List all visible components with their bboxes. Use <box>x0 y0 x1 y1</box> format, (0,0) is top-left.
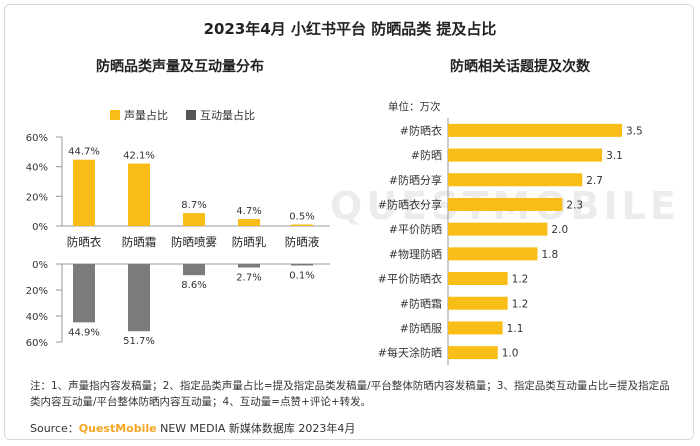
data-label-topic: 1.0 <box>502 348 519 360</box>
data-label-interaction: 2.7% <box>236 273 261 284</box>
y-tick-bottom: 0% <box>32 260 48 271</box>
data-label-volume: 0.5% <box>289 212 314 223</box>
data-label-topic: 2.3 <box>566 199 583 211</box>
data-label-topic: 3.1 <box>606 150 623 162</box>
bar-topic <box>448 123 622 137</box>
data-label-interaction: 8.6% <box>181 280 206 291</box>
right-chart-title: 防晒相关话题提及次数 <box>450 59 590 75</box>
bar-interaction <box>183 264 205 276</box>
bar-topic <box>448 346 498 360</box>
y-tick-bottom: 20% <box>26 286 48 297</box>
category-label: 防晒霜 <box>122 235 157 249</box>
main-title: 2023年4月 小红书平台 防晒品类 提及占比 <box>203 20 497 38</box>
data-label-volume: 42.1% <box>123 151 155 162</box>
bar-volume <box>238 219 260 226</box>
chart-frame <box>4 4 694 440</box>
data-label-topic: 1.2 <box>512 298 529 310</box>
y-tick-top: 0% <box>32 222 48 233</box>
data-label-volume: 44.7% <box>68 147 100 158</box>
topic-label: #每天涂防晒 <box>378 346 442 360</box>
data-label-topic: 1.2 <box>512 274 529 286</box>
data-label-volume: 8.7% <box>181 200 206 211</box>
topic-label: #防晒霜 <box>400 296 442 310</box>
data-label-topic: 2.7 <box>586 175 603 187</box>
unit-label: 单位：万次 <box>388 100 441 113</box>
bar-topic <box>448 173 583 187</box>
data-label-topic: 1.8 <box>541 249 558 261</box>
bar-interaction <box>73 264 95 323</box>
y-tick-top: 60% <box>26 133 48 144</box>
data-label-interaction: 0.1% <box>289 271 314 282</box>
bar-topic <box>448 321 503 335</box>
data-label-topic: 1.1 <box>507 323 524 335</box>
y-tick-top: 40% <box>26 163 48 174</box>
bar-volume <box>291 224 313 226</box>
data-label-interaction: 51.7% <box>123 336 155 347</box>
category-label: 防晒乳 <box>232 235 267 249</box>
bar-volume <box>73 159 95 226</box>
bar-topic <box>448 296 508 310</box>
legend-label-volume: 声量占比 <box>124 108 168 122</box>
bar-topic <box>448 272 508 286</box>
topic-label: #防晒衣分享 <box>378 197 442 211</box>
bar-volume <box>183 213 205 226</box>
bar-topic <box>448 247 538 261</box>
topic-label: #平价防晒衣 <box>378 272 442 286</box>
source-prefix: Source： <box>30 422 79 435</box>
category-label: 防晒液 <box>285 235 320 249</box>
topic-label: #平价防晒 <box>389 222 442 236</box>
source-suffix: NEW MEDIA 新媒体数据库 2023年4月 <box>156 422 356 435</box>
bar-topic <box>448 222 548 236</box>
bar-topic <box>448 197 563 211</box>
data-label-topic: 3.5 <box>626 125 643 137</box>
data-label-topic: 2.0 <box>551 224 568 236</box>
source-line: Source：QuestMobile NEW MEDIA 新媒体数据库 2023… <box>30 420 355 436</box>
y-tick-bottom: 40% <box>26 312 48 323</box>
topic-label: #防晒分享 <box>389 173 442 187</box>
category-label: 防晒喷雾 <box>171 235 217 249</box>
y-tick-top: 20% <box>26 192 48 203</box>
bar-interaction <box>238 264 260 268</box>
topic-label: #防晒 <box>411 148 442 162</box>
legend-swatch-volume <box>110 110 120 120</box>
data-label-volume: 4.7% <box>236 206 261 217</box>
left-chart-title: 防晒品类声量及互动量分布 <box>96 59 264 75</box>
bar-interaction <box>291 264 313 266</box>
bar-interaction <box>128 264 150 332</box>
bar-volume <box>128 163 150 226</box>
legend-label-interaction: 互动量占比 <box>200 108 255 122</box>
category-label: 防晒衣 <box>67 235 102 249</box>
source-brand: QuestMobile <box>78 422 157 435</box>
topic-label: #防晒衣 <box>400 123 442 137</box>
legend-swatch-interaction <box>186 110 196 120</box>
y-tick-bottom: 60% <box>26 338 48 349</box>
footnote: 注：1、声量指内容发稿量；2、指定品类声量占比=提及指定品类发稿量/平台整体防晒… <box>30 380 670 408</box>
topic-label: #防晒服 <box>400 321 442 335</box>
topic-label: #物理防晒 <box>389 247 442 261</box>
data-label-interaction: 44.9% <box>68 327 100 338</box>
bar-topic <box>448 148 603 162</box>
